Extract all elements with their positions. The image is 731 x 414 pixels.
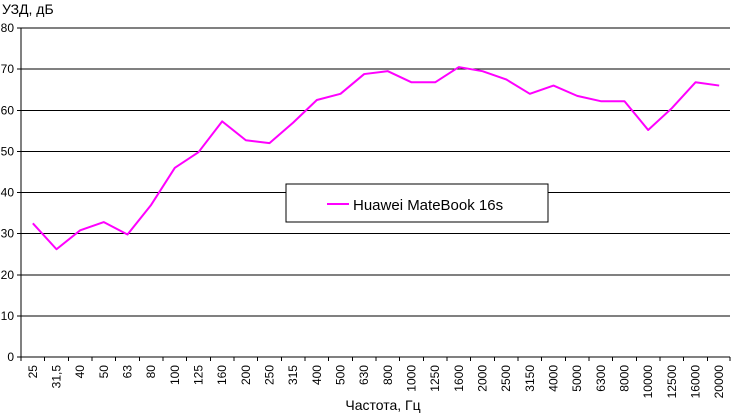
y-tick-label: 80 [1,21,15,35]
x-tick-label: 20000 [712,365,726,399]
x-tick-label: 2500 [499,365,513,392]
series-lines [32,66,720,251]
x-tick-label: 16000 [689,365,703,399]
x-tick-label: 8000 [618,365,632,392]
y-tick-label: 0 [7,350,14,364]
x-tick-label: 31,5 [50,365,64,389]
x-axis-title: Частота, Гц [345,397,420,413]
x-tick-label: 12500 [665,365,679,399]
x-tick-label: 500 [334,365,348,385]
x-tick-label: 250 [263,365,277,385]
x-tick-label: 2000 [476,365,490,392]
x-tick-label: 160 [215,365,229,385]
axes [17,27,731,361]
x-tick-label: 6300 [594,365,608,392]
x-tick-label: 800 [381,365,395,385]
x-tick-label: 3150 [523,365,537,392]
x-tick-label: 80 [144,365,158,379]
x-tick-label: 5000 [570,365,584,392]
y-tick-label: 40 [1,186,15,200]
y-tick-label: 10 [1,309,15,323]
x-tick-label: 315 [286,365,300,385]
x-tick-label: 10000 [641,365,655,399]
x-tick-label: 400 [310,365,324,385]
y-tick-label: 30 [1,227,15,241]
x-tick-label: 200 [239,365,253,385]
x-tick-label: 125 [192,365,206,385]
x-tick-label: 63 [121,365,135,379]
y-tick-label: 70 [1,62,15,76]
legend-label: Huawei MateBook 16s [353,197,503,214]
x-tick-label: 100 [168,365,182,385]
y-axis-title: УЗД, дБ [2,1,54,17]
x-tick-label: 4000 [547,365,561,392]
y-tick-label: 20 [1,268,15,282]
y-tick-label: 50 [1,144,15,158]
y-tick-label: 60 [1,103,15,117]
x-tick-label: 25 [26,365,40,379]
x-tick-label: 40 [73,365,87,379]
series-line [32,66,720,251]
gridlines [21,27,730,317]
x-tick-label: 630 [357,365,371,385]
x-tick-label: 50 [97,365,111,379]
x-tick-label: 1000 [405,365,419,392]
y-tick-labels: 0 10 20 30 40 50 60 70 80 [1,21,15,364]
legend: Huawei MateBook 16s [285,183,549,223]
x-tick-label: 1600 [452,365,466,392]
x-tick-label: 1250 [428,365,442,392]
x-tick-labels: 25 31,5 40 50 63 80 100 125 160 200 250 315 400 500 63… [26,365,726,399]
